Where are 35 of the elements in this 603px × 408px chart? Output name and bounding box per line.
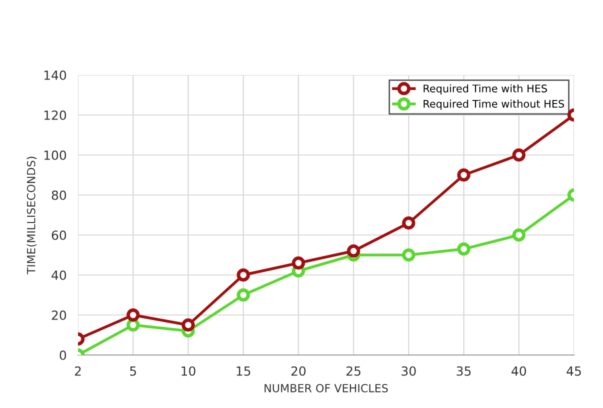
- x-tick-label: 30: [402, 366, 416, 376]
- x-tick-label: 25: [346, 366, 360, 376]
- x-axis-title: NUMBER OF VEHICLES: [264, 384, 388, 392]
- point: [346, 244, 360, 258]
- x-tick-label: 15: [236, 366, 250, 376]
- x-tick-label: 45: [566, 366, 581, 376]
- point: [236, 288, 250, 302]
- x-tick-label: 20: [291, 366, 306, 376]
- y-tick-label: 120: [44, 110, 66, 120]
- point: [512, 148, 526, 162]
- y-tick-label: 60: [52, 230, 66, 240]
- legend-label: Required Time with HES: [424, 84, 547, 94]
- y-tick-label: 20: [52, 310, 66, 320]
- point: [292, 256, 306, 270]
- x-tick-label: 5: [130, 366, 136, 376]
- point: [457, 242, 470, 256]
- point: [457, 168, 470, 182]
- point: [182, 318, 195, 332]
- point: [126, 308, 140, 322]
- y-axis-title: TIME(MILLISECONDS): [26, 156, 37, 274]
- point: [236, 268, 250, 282]
- y-tick-label: 40: [52, 270, 66, 280]
- x-tick-label: 40: [512, 366, 526, 376]
- x-tick-label: 10: [182, 366, 196, 376]
- y-tick-label: 0: [60, 350, 66, 360]
- y-tick-label: 140: [44, 70, 66, 80]
- y-tick-label: 80: [52, 190, 66, 200]
- point: [402, 248, 416, 262]
- point: [512, 228, 526, 242]
- y-tick-label: 100: [44, 150, 66, 160]
- legend-label: Required Time without HES: [424, 100, 564, 110]
- x-tick-label: 35: [456, 366, 471, 376]
- point: [126, 318, 140, 332]
- point: [402, 216, 416, 230]
- x-tick-label: 2: [74, 366, 81, 376]
